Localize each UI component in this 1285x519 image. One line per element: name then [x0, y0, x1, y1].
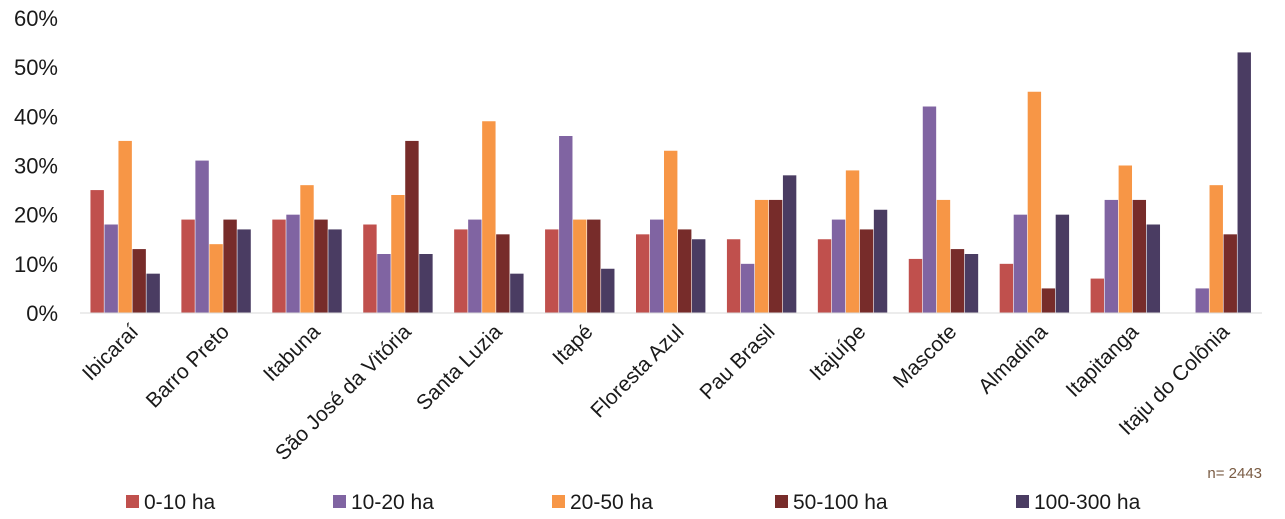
- x-tick-label: Itabuna: [259, 320, 325, 386]
- legend-swatch: [333, 495, 346, 508]
- legend-swatch: [552, 495, 565, 508]
- bar: [1041, 288, 1056, 313]
- bar: [936, 199, 951, 313]
- bar: [573, 219, 587, 313]
- bar: [104, 224, 118, 313]
- bar: [454, 229, 468, 313]
- bar: [468, 219, 482, 313]
- legend-swatch: [1016, 495, 1029, 508]
- x-tick-label: Ibicaraí: [78, 320, 143, 385]
- bar: [601, 268, 615, 313]
- bar: [377, 254, 391, 313]
- y-tick-label: 60%: [14, 6, 58, 31]
- x-tick-label: Mascote: [889, 320, 961, 392]
- bar: [496, 234, 510, 313]
- bars: [90, 52, 1251, 314]
- bar: [817, 239, 832, 313]
- legend-label: 20-50 ha: [570, 491, 653, 514]
- bar: [1132, 199, 1147, 313]
- x-tick-label: Itapé: [548, 320, 597, 369]
- bar: [1118, 165, 1133, 313]
- legend-swatch: [126, 495, 139, 508]
- y-tick-label: 20%: [14, 203, 58, 228]
- legend-label: 100-300 ha: [1034, 491, 1141, 514]
- bar: [391, 195, 405, 313]
- bar: [419, 254, 433, 313]
- bar: [650, 219, 664, 313]
- bar: [950, 249, 965, 313]
- bar: [405, 140, 419, 313]
- bar: [118, 140, 132, 313]
- bar: [859, 229, 874, 313]
- bar: [1209, 185, 1223, 313]
- bar: [1146, 224, 1161, 313]
- bar: [195, 160, 209, 313]
- bar: [90, 190, 104, 313]
- bar: [482, 121, 496, 313]
- y-tick-label: 30%: [14, 154, 58, 179]
- y-tick-label: 50%: [14, 55, 58, 80]
- bar: [754, 199, 769, 313]
- bar: [1055, 214, 1070, 313]
- y-tick-label: 0%: [26, 301, 58, 326]
- y-axis: 0% 10% 20% 30% 40% 50% 60%: [14, 6, 58, 326]
- bar: [692, 239, 706, 313]
- x-tick-label: Santa Luzia: [412, 320, 507, 415]
- bar: [768, 199, 783, 313]
- bar: [314, 219, 328, 313]
- y-tick-label: 10%: [14, 252, 58, 277]
- x-tick-label: Barro Preto: [142, 320, 234, 412]
- bar: [237, 229, 251, 313]
- bar: [964, 254, 979, 313]
- bar: [1195, 288, 1209, 313]
- x-tick-label: Almadina: [974, 320, 1052, 398]
- bar: [328, 229, 342, 313]
- bar: [831, 219, 846, 313]
- bar: [587, 219, 601, 313]
- bar: [146, 273, 160, 313]
- x-tick-label: Floresta Azul: [586, 320, 688, 422]
- bar: [510, 273, 524, 313]
- bar: [664, 150, 678, 313]
- bar: [740, 263, 755, 313]
- bar: [272, 219, 286, 313]
- bar: [999, 263, 1014, 313]
- bar: [132, 249, 146, 313]
- bar: [1237, 52, 1251, 314]
- bar: [223, 219, 237, 313]
- bar: [873, 209, 888, 313]
- legend-swatch: [775, 495, 788, 508]
- bar: [678, 229, 692, 313]
- bar: [363, 224, 377, 313]
- x-tick-label: Itajuípe: [805, 320, 870, 385]
- legend-label: 50-100 ha: [793, 491, 888, 514]
- bar: [636, 234, 650, 313]
- x-tick-label: Pau Brasil: [696, 320, 780, 404]
- y-tick-label: 40%: [14, 104, 58, 129]
- bar: [922, 106, 937, 313]
- bar: [300, 185, 314, 313]
- bar: [1013, 214, 1028, 313]
- bar: [1090, 278, 1105, 313]
- bar: [1223, 234, 1237, 313]
- legend: 0-10 ha 10-20 ha 20-50 ha 50-100 ha 100-300 …: [126, 491, 1141, 514]
- bar: [209, 244, 223, 313]
- bar: [782, 175, 797, 313]
- legend-label: 0-10 ha: [144, 491, 216, 514]
- bar: [181, 219, 195, 313]
- bar: [908, 258, 923, 313]
- bar: [559, 136, 573, 313]
- bar: [1027, 91, 1042, 313]
- bar: [545, 229, 559, 313]
- x-tick-label: Itapitanga: [1062, 320, 1144, 402]
- bar: [726, 239, 741, 313]
- legend-label: 10-20 ha: [351, 491, 434, 514]
- bar: [1104, 199, 1119, 313]
- bar: [286, 214, 300, 313]
- bar: [845, 170, 860, 313]
- sample-size-note: n= 2443: [1207, 465, 1262, 482]
